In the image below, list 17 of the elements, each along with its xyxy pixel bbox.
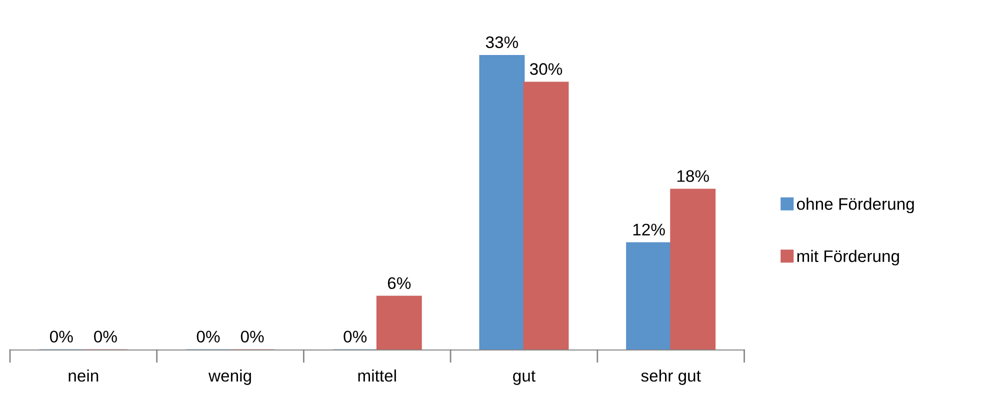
legend-label: mit Förderung — [797, 250, 899, 266]
x-tick-label: nein — [68, 369, 98, 382]
data-label: 30% — [530, 63, 562, 75]
x-tick-label: gut — [513, 370, 536, 385]
x-tick-label: wenig — [208, 369, 251, 385]
data-label: 33% — [486, 36, 518, 48]
data-label: 6% — [388, 277, 411, 290]
data-label: 18% — [677, 170, 709, 182]
legend-label: ohne Förderung — [796, 198, 914, 214]
data-label: 0% — [240, 330, 264, 343]
data-label: 0% — [94, 330, 117, 343]
data-label: 12% — [633, 224, 665, 236]
x-tick-label: sehr gut — [641, 369, 701, 385]
data-label: 0% — [344, 330, 367, 343]
data-label: 0% — [50, 330, 73, 343]
x-tick-label: mittel — [358, 369, 396, 382]
data-label: 0% — [196, 330, 220, 343]
